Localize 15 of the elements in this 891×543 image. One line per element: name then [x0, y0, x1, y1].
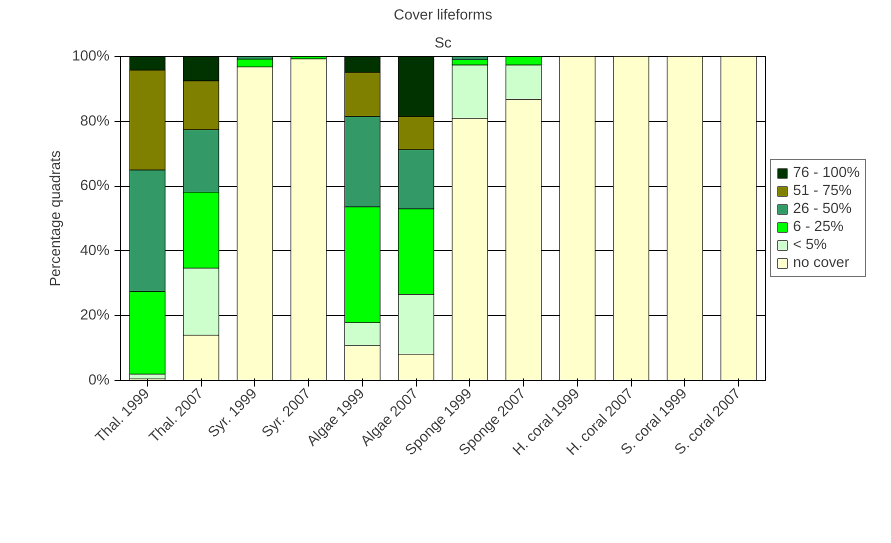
chart-subtitle: Sc: [434, 36, 452, 52]
legend-label: 51 - 75%: [793, 183, 852, 199]
y-tick-label: 60%: [80, 178, 110, 194]
legend-label: 76 - 100%: [793, 165, 860, 181]
legend-label: < 5%: [793, 237, 827, 253]
y-axis-title: Percentage quadrats: [48, 150, 64, 287]
y-tick-label: 0%: [88, 372, 110, 388]
y-tick-label: 20%: [80, 308, 110, 324]
legend-label: 6 - 25%: [793, 219, 844, 235]
legend-label: no cover: [793, 255, 850, 271]
y-tick-label: 100%: [72, 48, 110, 64]
legend-label: 26 - 50%: [793, 201, 852, 217]
chart-title: Cover lifeforms: [394, 8, 492, 24]
y-tick-label: 40%: [80, 242, 110, 259]
y-tick-label: 80%: [80, 113, 110, 130]
